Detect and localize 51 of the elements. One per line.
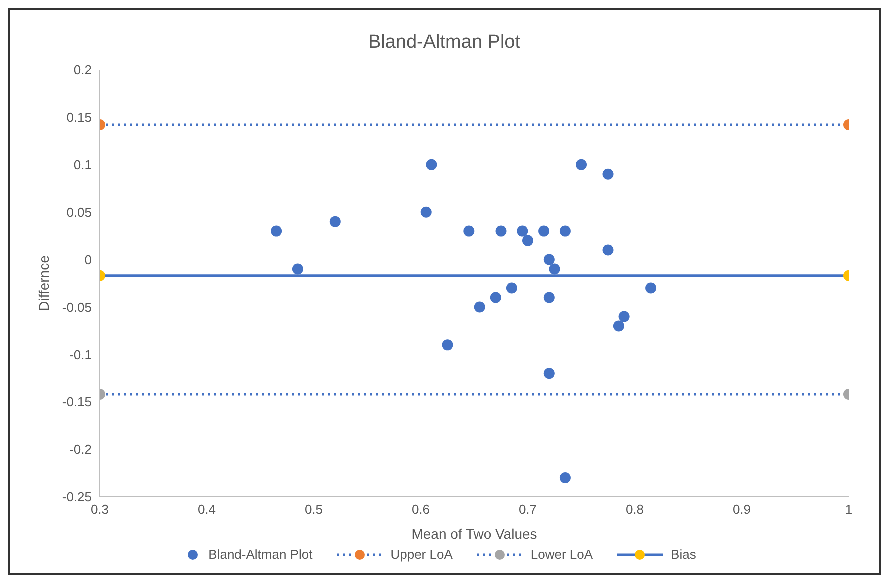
point bbox=[560, 226, 571, 237]
y-tick-label: 0.05 bbox=[66, 204, 92, 220]
point bbox=[646, 282, 657, 294]
point bbox=[522, 235, 534, 246]
point bbox=[506, 282, 518, 294]
y-tick-label: -0.25 bbox=[62, 490, 92, 505]
point bbox=[618, 311, 630, 322]
point bbox=[544, 368, 555, 380]
legend-label: Lower LoA bbox=[530, 547, 594, 562]
point bbox=[544, 292, 555, 304]
y-tick-label: 0.15 bbox=[66, 110, 92, 126]
point bbox=[426, 159, 438, 170]
point bbox=[517, 226, 528, 237]
legend-label: Upper LoA bbox=[390, 547, 453, 562]
y-tick-label: -0.05 bbox=[62, 300, 92, 315]
point bbox=[538, 226, 550, 237]
chart-title: Bland-Altman Plot bbox=[367, 31, 522, 55]
x-axis-title: Mean of Two Values bbox=[412, 526, 538, 542]
y-tick-label: -0.1 bbox=[70, 347, 92, 362]
y-tick-label: -0.15 bbox=[62, 394, 92, 410]
point bbox=[442, 340, 454, 351]
y-tick-label: 0.2 bbox=[74, 62, 92, 78]
point bbox=[490, 292, 502, 304]
point bbox=[613, 320, 624, 332]
point bbox=[474, 302, 486, 313]
x-tick-label: 0.9 bbox=[732, 502, 752, 518]
y-tick-label: 0 bbox=[84, 252, 92, 268]
x-tick-label: 0.3 bbox=[90, 502, 110, 518]
y-tick-label: -0.2 bbox=[70, 442, 92, 458]
y-axis-title: Differnce bbox=[36, 255, 52, 312]
point bbox=[576, 159, 587, 170]
legend-label: Bias bbox=[671, 547, 696, 562]
point bbox=[560, 472, 571, 484]
x-tick-label: 0.4 bbox=[198, 502, 216, 518]
point bbox=[271, 226, 282, 237]
x-tick-label: 0.5 bbox=[304, 502, 324, 518]
point bbox=[496, 226, 507, 237]
legend-label: Bland-Altman Plot bbox=[208, 547, 313, 562]
point bbox=[420, 206, 432, 218]
y-tick-label: 0.1 bbox=[74, 158, 92, 173]
x-tick-label: 0.7 bbox=[518, 502, 538, 518]
point bbox=[292, 264, 304, 275]
x-tick-label: 0.6 bbox=[412, 502, 430, 518]
x-tick-label: 0.8 bbox=[626, 502, 644, 518]
point bbox=[544, 254, 555, 266]
x-tick-label: 1 bbox=[845, 502, 853, 518]
point bbox=[602, 168, 614, 180]
point bbox=[330, 216, 341, 228]
point bbox=[602, 244, 614, 256]
point bbox=[549, 264, 560, 275]
point bbox=[464, 226, 475, 237]
